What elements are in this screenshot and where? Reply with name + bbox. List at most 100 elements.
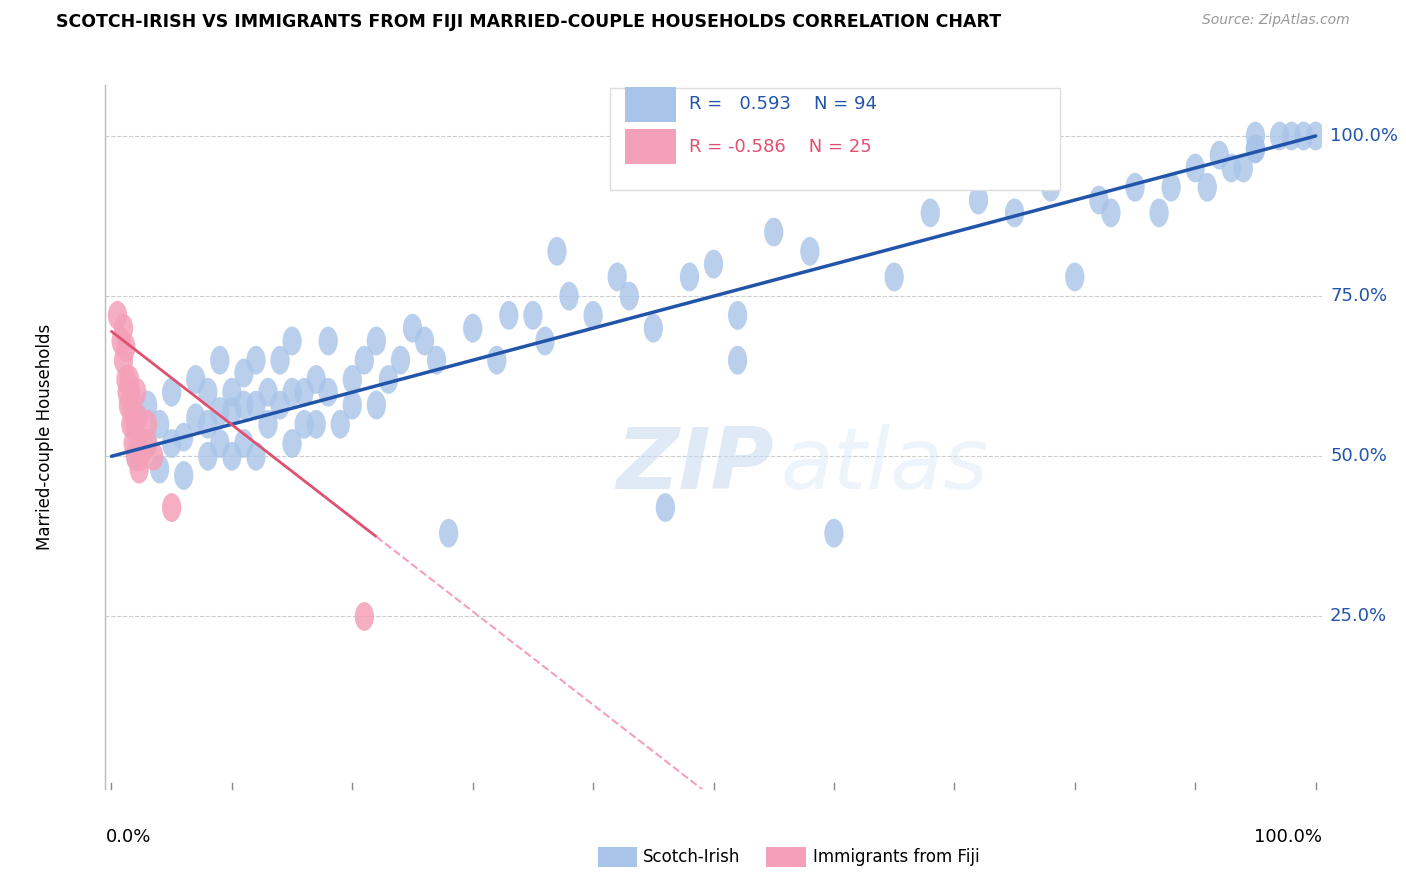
Text: R =   0.593    N = 94: R = 0.593 N = 94 xyxy=(689,95,877,113)
Ellipse shape xyxy=(1306,121,1326,151)
Ellipse shape xyxy=(427,346,446,375)
Ellipse shape xyxy=(108,301,127,330)
Ellipse shape xyxy=(198,442,218,471)
Ellipse shape xyxy=(1066,262,1084,292)
Ellipse shape xyxy=(620,282,638,310)
Ellipse shape xyxy=(125,409,143,439)
Ellipse shape xyxy=(560,282,579,310)
Ellipse shape xyxy=(114,314,134,343)
Text: atlas: atlas xyxy=(780,424,988,507)
Ellipse shape xyxy=(128,429,148,458)
Ellipse shape xyxy=(763,218,783,246)
FancyBboxPatch shape xyxy=(610,88,1060,191)
Ellipse shape xyxy=(162,378,181,407)
Text: Married-couple Households: Married-couple Households xyxy=(35,324,53,550)
Ellipse shape xyxy=(174,423,194,451)
Ellipse shape xyxy=(884,262,904,292)
Ellipse shape xyxy=(486,346,506,375)
Ellipse shape xyxy=(259,378,277,407)
Text: 50.0%: 50.0% xyxy=(1330,447,1386,466)
Text: Immigrants from Fiji: Immigrants from Fiji xyxy=(813,848,980,866)
Ellipse shape xyxy=(162,429,181,458)
Ellipse shape xyxy=(235,359,253,387)
Ellipse shape xyxy=(354,346,374,375)
Ellipse shape xyxy=(681,262,699,292)
Ellipse shape xyxy=(800,237,820,266)
Ellipse shape xyxy=(728,346,747,375)
Ellipse shape xyxy=(1005,198,1024,227)
Ellipse shape xyxy=(343,365,361,394)
Ellipse shape xyxy=(246,442,266,471)
Ellipse shape xyxy=(1185,153,1205,183)
Ellipse shape xyxy=(211,346,229,375)
Ellipse shape xyxy=(319,326,337,355)
Ellipse shape xyxy=(367,326,387,355)
Ellipse shape xyxy=(439,519,458,548)
Ellipse shape xyxy=(1090,186,1108,214)
Ellipse shape xyxy=(162,493,181,522)
Text: 100.0%: 100.0% xyxy=(1330,127,1398,145)
Ellipse shape xyxy=(111,326,131,355)
Ellipse shape xyxy=(307,409,326,439)
Bar xyxy=(624,129,676,164)
Ellipse shape xyxy=(583,301,603,330)
Ellipse shape xyxy=(283,326,302,355)
Ellipse shape xyxy=(1233,153,1253,183)
Ellipse shape xyxy=(121,378,141,407)
Ellipse shape xyxy=(246,391,266,419)
Ellipse shape xyxy=(127,442,145,471)
Ellipse shape xyxy=(1222,153,1241,183)
Ellipse shape xyxy=(1246,135,1265,163)
Ellipse shape xyxy=(655,493,675,522)
Ellipse shape xyxy=(131,442,150,471)
Ellipse shape xyxy=(969,186,988,214)
Text: 0.0%: 0.0% xyxy=(105,828,150,847)
Ellipse shape xyxy=(499,301,519,330)
Ellipse shape xyxy=(1150,198,1168,227)
Ellipse shape xyxy=(117,365,135,394)
Text: SCOTCH-IRISH VS IMMIGRANTS FROM FIJI MARRIED-COUPLE HOUSEHOLDS CORRELATION CHART: SCOTCH-IRISH VS IMMIGRANTS FROM FIJI MAR… xyxy=(56,13,1001,31)
Ellipse shape xyxy=(222,378,242,407)
Ellipse shape xyxy=(1161,173,1181,202)
Ellipse shape xyxy=(1246,121,1265,151)
Ellipse shape xyxy=(117,333,135,362)
Ellipse shape xyxy=(294,409,314,439)
Ellipse shape xyxy=(704,250,723,278)
Ellipse shape xyxy=(138,429,157,458)
Ellipse shape xyxy=(1198,173,1216,202)
Ellipse shape xyxy=(824,519,844,548)
Ellipse shape xyxy=(198,409,218,439)
Text: 75.0%: 75.0% xyxy=(1330,287,1388,305)
Ellipse shape xyxy=(343,391,361,419)
Ellipse shape xyxy=(283,429,302,458)
Ellipse shape xyxy=(127,442,145,471)
Ellipse shape xyxy=(235,429,253,458)
Ellipse shape xyxy=(1270,121,1289,151)
Text: 100.0%: 100.0% xyxy=(1254,828,1322,847)
Ellipse shape xyxy=(150,409,169,439)
Text: ZIP: ZIP xyxy=(616,424,773,507)
Ellipse shape xyxy=(921,198,941,227)
Ellipse shape xyxy=(124,429,143,458)
Ellipse shape xyxy=(118,378,136,407)
Ellipse shape xyxy=(1101,198,1121,227)
Ellipse shape xyxy=(128,403,148,433)
Ellipse shape xyxy=(391,346,411,375)
Ellipse shape xyxy=(283,378,302,407)
Ellipse shape xyxy=(222,397,242,425)
Ellipse shape xyxy=(150,455,169,483)
Ellipse shape xyxy=(270,346,290,375)
Ellipse shape xyxy=(1040,173,1060,202)
Ellipse shape xyxy=(138,391,157,419)
Ellipse shape xyxy=(270,391,290,419)
Text: R = -0.586    N = 25: R = -0.586 N = 25 xyxy=(689,137,872,156)
Ellipse shape xyxy=(211,397,229,425)
Ellipse shape xyxy=(404,314,422,343)
Bar xyxy=(624,87,676,122)
Ellipse shape xyxy=(138,429,157,458)
Ellipse shape xyxy=(1294,121,1313,151)
Text: Scotch-Irish: Scotch-Irish xyxy=(643,848,740,866)
Ellipse shape xyxy=(174,461,194,490)
Ellipse shape xyxy=(235,391,253,419)
Ellipse shape xyxy=(330,409,350,439)
